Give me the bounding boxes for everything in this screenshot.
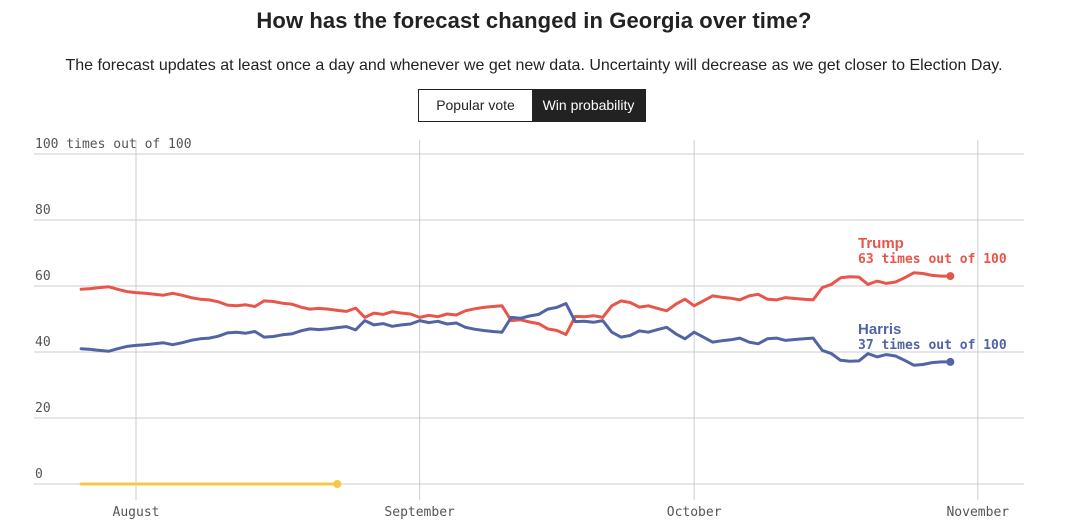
chart-title: How has the forecast changed in Georgia … [256,8,812,33]
y-tick-label-100: 100 times out of 100 [35,137,192,152]
y-tick-label-80: 80 [35,203,51,218]
harris-line [79,302,952,367]
y-tick-label-0: 0 [35,467,43,482]
y-tick-label-20: 20 [35,401,51,416]
popular-vote-tab[interactable]: Popular vote [419,90,532,121]
chart-subtitle: The forecast updates at least once a day… [65,57,1003,74]
harris-end-label: Harris [858,321,901,338]
x-tick-label-1: September [384,505,455,520]
trump-end-point [946,272,955,281]
third-party-end-point [333,480,342,488]
x-tick-label-3: November [946,505,1009,520]
harris-end-value: 37 times out of 100 [858,338,1007,353]
trump-line [79,271,952,336]
x-tick-label-2: October [667,505,722,520]
y-tick-label-40: 40 [35,335,51,350]
harris-end-point [946,357,955,366]
trump-end-value: 63 times out of 100 [858,252,1007,267]
win-probability-tab[interactable]: Win probability [532,90,645,121]
trump-end-label: Trump [858,235,904,252]
x-tick-label-0: August [113,505,160,520]
y-tick-label-60: 60 [35,269,51,284]
view-toggle: Popular vote Win probability [418,89,646,122]
